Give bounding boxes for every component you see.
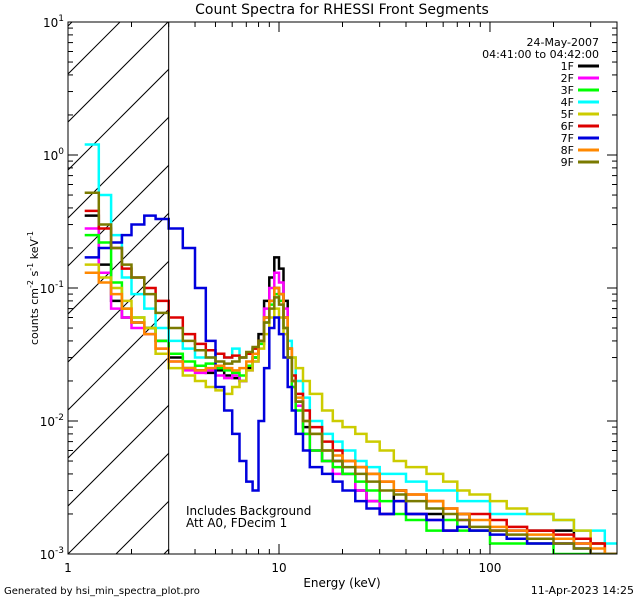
footer-generated-by: Generated by hsi_min_spectra_plot.pro [4, 586, 200, 597]
hatch-line [68, 22, 73, 27]
legend-label-4F: 4F [561, 96, 574, 109]
x-tick-label: 100 [479, 561, 502, 575]
axis-ticks [67, 21, 618, 555]
hatch-line [68, 308, 169, 411]
series-line-1F [84, 214, 617, 554]
hatched-region [0, 0, 640, 554]
series-line-4F [84, 143, 617, 545]
legend-label-9F: 9F [561, 156, 574, 169]
time-range-label: 04:41:00 to 04:42:00 [482, 48, 599, 61]
hatch-line [68, 356, 169, 459]
hatch-line [68, 22, 121, 75]
y-tick-label: 100 [43, 147, 64, 163]
hatch-line [68, 22, 169, 123]
legend-label-8F: 8F [561, 144, 574, 157]
hatch-line [68, 212, 169, 315]
x-tick-label: 10 [271, 561, 286, 575]
hatch-line [308, 0, 640, 554]
hatch-line [68, 452, 169, 554]
legend-label-3F: 3F [561, 84, 574, 97]
hatch-line [404, 0, 640, 554]
y-tick-label: 10-1 [40, 280, 64, 296]
hatch-line [68, 164, 169, 267]
series-line-8F [84, 271, 617, 554]
legend-label-7F: 7F [561, 132, 574, 145]
footer-timestamp: 11-Apr-2023 14:25 [531, 584, 634, 597]
annotation-background: Includes Background [186, 504, 311, 518]
y-tick-labels: 101 100 10-1 10-2 10-3 [40, 14, 65, 562]
y-tick-label: 10-2 [40, 413, 64, 429]
annotation-attenuator: Att A0, FDecim 1 [186, 516, 287, 530]
series-line-9F [84, 191, 617, 554]
series-line-6F [84, 209, 617, 554]
legend-label-1F: 1F [561, 60, 574, 73]
hatch-line [356, 0, 640, 554]
y-tick-label: 10-3 [40, 546, 64, 562]
hatch-line [596, 0, 640, 554]
series-line-7F [84, 214, 617, 554]
y-axis-label: counts cm-2 s-1 keV-1 [26, 231, 41, 345]
legend-label-5F: 5F [561, 108, 574, 121]
x-tick-label: 1 [64, 561, 72, 575]
chart-title: Count Spectra for RHESSI Front Segments [195, 2, 489, 18]
legend-label-6F: 6F [561, 120, 574, 133]
hatch-line [68, 260, 169, 363]
hatch-line [0, 0, 92, 554]
x-tick-labels: 1 10 100 [64, 561, 501, 575]
date-label: 24-May-2007 [527, 36, 599, 49]
legend-label-2F: 2F [561, 72, 574, 85]
y-tick-label: 101 [43, 14, 64, 30]
hatch-line [452, 0, 640, 554]
series-line-3F [84, 233, 617, 554]
x-axis-label: Energy (keV) [303, 576, 380, 590]
hatch-line [68, 404, 169, 507]
hatch-line [260, 0, 640, 554]
hatch-line [68, 116, 169, 219]
series-group [84, 143, 617, 554]
